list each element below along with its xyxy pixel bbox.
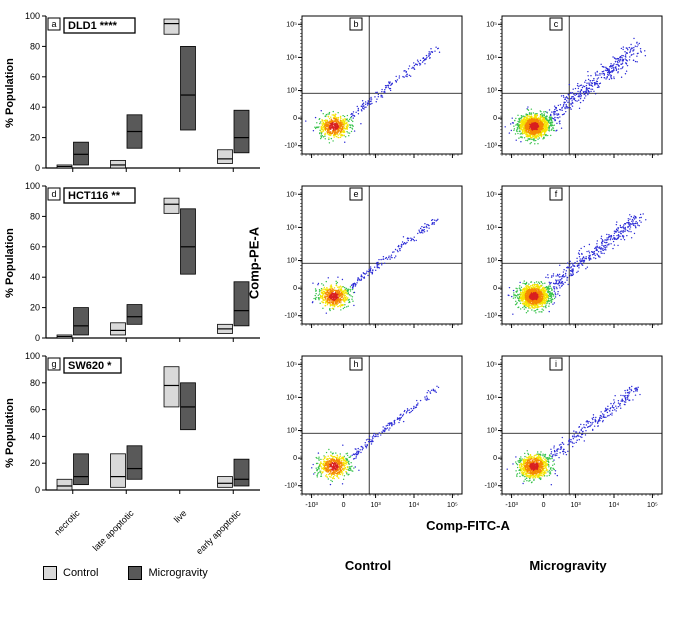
svg-text:10⁴: 10⁴ — [286, 54, 297, 61]
svg-text:e: e — [353, 189, 358, 199]
svg-text:10³: 10³ — [287, 258, 298, 265]
bottom-col-labels: Control Microgravity — [268, 558, 668, 588]
svg-text:10³: 10³ — [487, 258, 498, 265]
barchart-g: 020406080100gSW620 * % Population — [8, 348, 268, 518]
scatter-c: -10³ 0 10³ 10⁴ 10⁵ c — [468, 8, 668, 178]
scatter-h: -10³-10³0010³10³10⁴10⁴10⁵10⁵h — [268, 348, 468, 518]
svg-text:0: 0 — [493, 115, 497, 122]
svg-text:80: 80 — [30, 41, 40, 51]
svg-text:100: 100 — [25, 181, 40, 191]
ylabel-a: % Population — [4, 58, 16, 128]
svg-text:DLD1 ****: DLD1 **** — [68, 20, 118, 32]
svg-text:a: a — [51, 19, 56, 29]
svg-text:60: 60 — [30, 72, 40, 82]
svg-text:-10³: -10³ — [485, 313, 498, 320]
scatter-h-svg: -10³-10³0010³10³10⁴10⁴10⁵10⁵h — [268, 348, 468, 518]
svg-text:40: 40 — [30, 102, 40, 112]
barchart-a: 020406080100aDLD1 **** % Population — [8, 8, 268, 178]
scatter-c-svg: -10³ 0 10³ 10⁴ 10⁵ c — [468, 8, 668, 178]
legend-box-control — [43, 566, 57, 580]
svg-text:10³: 10³ — [287, 88, 298, 95]
barchart-a-svg: 0 20 40 60 80 100 a DLD1 **** — [8, 8, 268, 178]
scatter-e-svg: -10³ 0 10³ 10⁴ 10⁵ e — [268, 178, 468, 348]
svg-text:100: 100 — [25, 11, 40, 21]
legend-box-micro — [128, 566, 142, 580]
scatter-e: -10³010³10⁴10⁵e Comp-PE-A — [268, 178, 468, 348]
svg-text:b: b — [353, 19, 358, 29]
scatter-b: -10³ 0 10³ 10⁴ 10⁵ b — [268, 8, 468, 178]
svg-text:-10³: -10³ — [285, 313, 298, 320]
bar-xcats-legend: necroticlate apoptoticliveearly apoptoti… — [8, 518, 268, 558]
legend-control-label: Control — [63, 567, 98, 579]
svg-text:10⁴: 10⁴ — [286, 224, 297, 231]
svg-text:10⁵: 10⁵ — [486, 191, 497, 198]
scatter-f-svg: -10³010³10⁴10⁵f — [468, 178, 668, 348]
svg-text:-10³: -10³ — [485, 143, 498, 150]
svg-text:10⁵: 10⁵ — [286, 21, 297, 28]
svg-text:0: 0 — [35, 333, 40, 343]
svg-text:10⁴: 10⁴ — [486, 54, 497, 61]
bottom-col-control: Control — [268, 558, 468, 588]
svg-text:c: c — [554, 19, 559, 29]
bottom-col-micro: Microgravity — [468, 558, 668, 588]
svg-text:0: 0 — [293, 285, 297, 292]
ylabel-g: % Population — [4, 398, 16, 468]
legend-micro-label: Microgravity — [148, 567, 207, 579]
svg-text:10⁵: 10⁵ — [486, 21, 497, 28]
svg-text:80: 80 — [30, 211, 40, 221]
facs-ylabel: Comp-PE-A — [247, 227, 262, 299]
svg-text:-10³: -10³ — [285, 143, 298, 150]
scatter-i-svg: -10³-10³0010³10³10⁴10⁴10⁵10⁵i — [468, 348, 668, 518]
svg-text:0: 0 — [35, 163, 40, 173]
svg-text:d: d — [51, 189, 56, 199]
svg-text:20: 20 — [30, 133, 40, 143]
ylabel-d: % Population — [4, 228, 16, 298]
barchart-g-svg: 020406080100gSW620 * — [8, 348, 268, 518]
barchart-d: 020406080100dHCT116 ** % Population — [8, 178, 268, 348]
svg-text:10⁴: 10⁴ — [486, 224, 497, 231]
svg-text:60: 60 — [30, 242, 40, 252]
svg-text:10³: 10³ — [487, 88, 498, 95]
legend: Control Microgravity — [8, 558, 268, 588]
svg-text:10⁵: 10⁵ — [286, 191, 297, 198]
svg-text:0: 0 — [293, 115, 297, 122]
svg-text:40: 40 — [30, 272, 40, 282]
svg-text:20: 20 — [30, 303, 40, 313]
scatter-i: -10³-10³0010³10³10⁴10⁴10⁵10⁵i — [468, 348, 668, 518]
scatter-b-svg: -10³ 0 10³ 10⁴ 10⁵ b — [268, 8, 468, 178]
svg-text:HCT116 **: HCT116 ** — [68, 190, 121, 202]
figure-grid: 020406080100aDLD1 **** % Population -10³… — [8, 8, 667, 588]
barchart-d-svg: 0 20 40 60 80 100 d HCT116 ** — [8, 178, 268, 348]
svg-text:0: 0 — [493, 285, 497, 292]
facs-xlabel: Comp-FITC-A — [268, 518, 668, 533]
scatter-f: -10³010³10⁴10⁵f — [468, 178, 668, 348]
